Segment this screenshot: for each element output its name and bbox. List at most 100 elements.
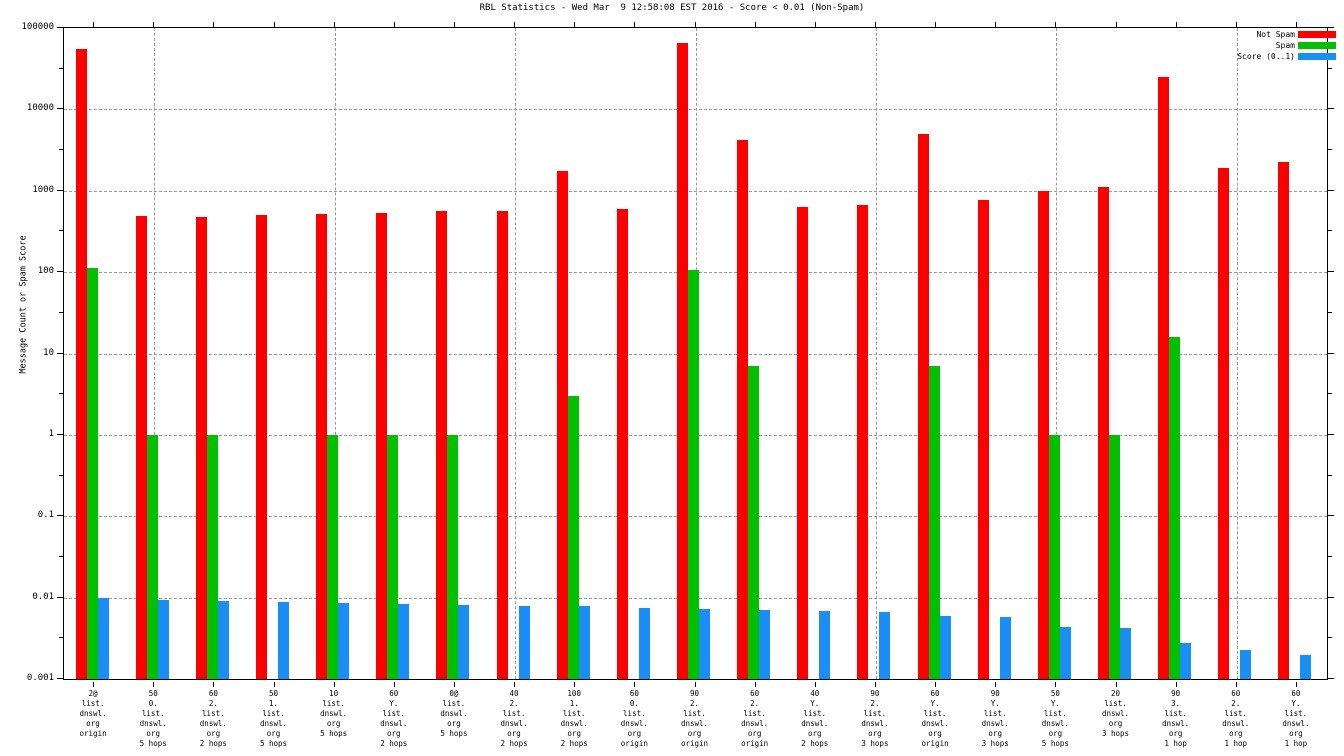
bar-not-spam xyxy=(1218,168,1230,679)
x-axis-tick-mark xyxy=(1175,682,1177,687)
y-axis-tick-mark-right xyxy=(1328,352,1334,354)
bar-not-spam xyxy=(135,215,147,679)
bar-score xyxy=(939,615,951,679)
bar-score xyxy=(338,602,350,679)
y-axis-tick-label: 0.1 xyxy=(37,510,54,521)
x-axis-tick-label: 60 2. list. dnswl. org 1 hop xyxy=(1222,689,1250,748)
bar-score xyxy=(1180,642,1192,679)
bar-not-spam xyxy=(556,170,568,679)
gridline-vertical xyxy=(334,28,336,679)
bar-not-spam xyxy=(75,49,87,679)
bar-not-spam xyxy=(496,210,508,679)
y-axis-minor-tick xyxy=(59,474,63,476)
bar-spam xyxy=(327,434,339,679)
y-axis-tick-mark xyxy=(57,108,63,110)
x-axis-tick-mark xyxy=(153,682,155,687)
bar-spam xyxy=(447,434,459,679)
y-axis-minor-tick xyxy=(59,555,63,557)
x-axis-tick-label: 0@ list. dnswl. org 5 hops xyxy=(440,689,468,738)
x-axis-tick-label: 50 Y. list. dnswl. org 5 hops xyxy=(1041,689,1069,748)
bar-score xyxy=(278,601,289,679)
bar-not-spam xyxy=(376,212,388,679)
bar-score xyxy=(1300,654,1312,679)
y-axis-tick-mark-right xyxy=(1328,27,1334,28)
x-axis-tick-mark-top xyxy=(995,22,997,27)
y-axis-minor-tick-right xyxy=(1328,230,1332,232)
legend-item: Not Spam xyxy=(1237,29,1336,39)
x-axis-tick-label: 100 1. list. dnswl. org 2 hops xyxy=(560,689,588,748)
y-axis-title: Message Count or Spam Score xyxy=(18,235,29,374)
bar-not-spam xyxy=(1037,190,1049,679)
bar-spam xyxy=(688,270,699,679)
x-axis-tick-mark-top xyxy=(453,22,455,27)
x-axis-tick-mark xyxy=(634,682,636,687)
gridline-vertical xyxy=(515,28,517,679)
y-axis-minor-tick xyxy=(59,393,63,395)
bar-score xyxy=(638,607,650,679)
y-axis-tick-mark xyxy=(57,271,63,273)
y-axis-tick-mark-right xyxy=(1328,596,1334,598)
y-axis-minor-tick xyxy=(59,311,63,313)
x-axis-tick-mark-top xyxy=(1295,22,1297,27)
legend-label: Not Spam xyxy=(1256,29,1295,39)
x-axis-tick-label: 50 0. list. dnswl. org 5 hops xyxy=(139,689,167,748)
chart-legend: Not Spam Spam Score (0..1) xyxy=(1237,29,1336,62)
x-axis-tick-mark-top xyxy=(153,22,155,27)
x-axis-tick-label: 10 list. dnswl. org 5 hops xyxy=(320,689,348,738)
bar-score xyxy=(819,611,831,679)
x-axis-tick-mark xyxy=(514,682,516,687)
bar-not-spam xyxy=(436,211,448,679)
x-axis-tick-mark-top xyxy=(574,22,576,27)
x-axis-tick-mark-top xyxy=(514,22,516,27)
x-axis-tick-mark xyxy=(694,682,696,687)
x-axis-tick-label: 60 Y. list. dnswl. org 2 hops xyxy=(380,689,408,748)
y-axis-tick-mark-right xyxy=(1328,515,1334,517)
y-axis-minor-tick-right xyxy=(1328,67,1332,69)
y-axis-minor-tick xyxy=(59,637,63,639)
x-axis-tick-label: 90 2. list. dnswl. org origin xyxy=(680,689,709,748)
gridline-vertical xyxy=(1056,28,1058,679)
bar-score xyxy=(1120,628,1131,679)
legend-label: Score (0..1) xyxy=(1237,51,1295,61)
y-axis-minor-tick-right xyxy=(1328,637,1332,639)
x-axis-tick-mark xyxy=(273,682,275,687)
bar-not-spam xyxy=(797,206,809,679)
y-axis-tick-mark-right xyxy=(1328,271,1334,273)
x-axis-tick-mark-top xyxy=(1235,22,1237,27)
x-axis-tick-mark-top xyxy=(333,22,335,27)
bar-not-spam xyxy=(1098,186,1109,679)
bar-score xyxy=(518,605,530,679)
x-axis-tick-mark xyxy=(1115,682,1117,687)
bar-spam xyxy=(1169,336,1181,679)
x-axis-tick-mark xyxy=(574,682,576,687)
bar-not-spam xyxy=(977,200,989,679)
x-axis-tick-mark xyxy=(393,682,395,687)
x-axis-tick-label: 60 Y. list. dnswl. org origin xyxy=(921,689,949,748)
y-axis-minor-tick-right xyxy=(1328,555,1332,557)
y-axis-tick-label: 10 xyxy=(43,347,54,358)
bar-spam xyxy=(387,434,399,679)
x-axis-tick-mark-top xyxy=(273,22,275,27)
x-axis-tick-mark xyxy=(93,682,95,687)
x-axis: 2@ list. dnswl. org origin 50 0. list. dn… xyxy=(63,682,1328,756)
x-axis-tick-label: 40 2. list. dnswl. org 2 hops xyxy=(500,689,528,748)
x-axis-tick-mark-top xyxy=(874,22,876,27)
bar-spam xyxy=(86,267,98,679)
bar-spam xyxy=(567,396,579,679)
y-axis-tick-mark xyxy=(57,189,63,191)
bar-score xyxy=(879,611,891,679)
bar-score xyxy=(398,603,410,679)
bar-score xyxy=(1240,649,1252,679)
y-axis-tick-label: 10000 xyxy=(26,103,54,114)
x-axis-tick-mark-top xyxy=(694,22,696,27)
legend-item: Spam xyxy=(1237,40,1336,50)
y-axis-minor-tick xyxy=(59,230,63,232)
y-axis-minor-tick-right xyxy=(1328,393,1332,395)
bar-not-spam xyxy=(917,133,929,679)
x-axis-tick-mark-top xyxy=(814,22,816,27)
y-axis-tick-mark xyxy=(57,352,63,354)
y-axis: Message Count or Spam Score 0.001 0.01 0.1… xyxy=(0,0,63,756)
bar-not-spam xyxy=(256,215,267,679)
legend-color-swatch xyxy=(1298,30,1336,38)
y-axis-tick-label: 1000 xyxy=(32,184,54,195)
